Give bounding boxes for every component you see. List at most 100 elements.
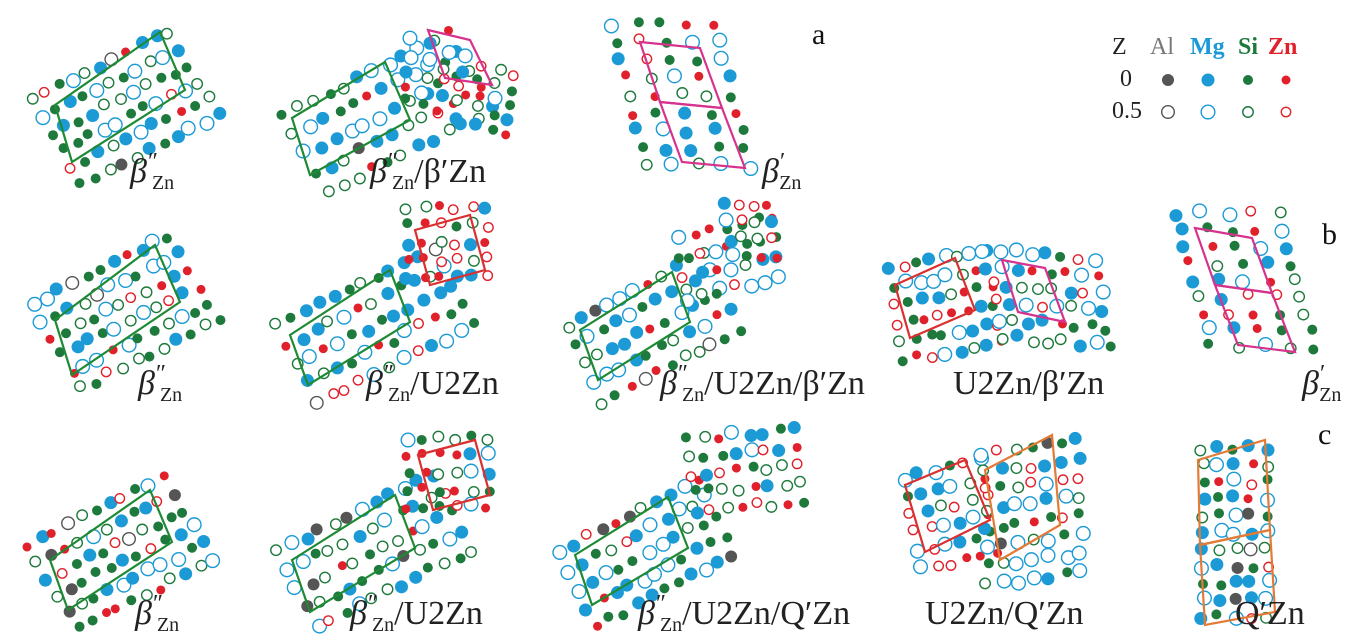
zn-atom-z0 [417,482,427,492]
si-atom-z0 [126,108,137,119]
si-atom-z05 [579,356,592,369]
mg-atom-z0 [1242,574,1256,588]
si-atom-z05 [966,493,979,506]
si-atom-z0 [1216,580,1227,591]
mg-atom-z0 [632,596,646,610]
zn-atom-z05 [988,276,1000,288]
si-atom-z0 [1027,442,1038,453]
mg-atom-z0 [1201,73,1215,87]
mg-atom-z0 [1261,443,1275,457]
al-atom-z05 [1243,542,1258,557]
mg-atom-z0 [953,535,967,549]
mg-atom-z0 [664,488,678,502]
si-atom-z0 [90,173,101,184]
mg-atom-z05 [442,531,458,547]
al-atom-z0 [597,523,610,536]
si-atom-z0 [714,141,725,152]
si-atom-z05 [996,333,1009,345]
mg-atom-z0 [80,332,94,346]
mg-atom-z05 [912,559,929,575]
si-atom-z0 [664,54,675,65]
mg-atom-z05 [336,309,352,325]
si-atom-z05 [605,544,618,557]
zn-atom-z0 [681,20,691,30]
zn-atom-z0 [404,254,414,264]
si-atom-z05 [115,93,127,106]
si-atom-z05 [74,380,86,393]
si-atom-z0 [1046,511,1057,522]
zn-atom-z0 [401,504,411,514]
si-atom-z05 [321,544,334,557]
si-atom-z0 [73,117,84,128]
zn-atom-z05 [751,497,763,508]
mg-atom-z0 [995,461,1009,475]
si-atom-z05 [1262,461,1275,473]
zn-atom-z0 [1027,266,1037,276]
si-atom-z05 [700,90,713,103]
zn-atom-z0 [912,350,922,360]
si-atom-z0 [466,430,477,441]
si-atom-z05 [715,482,728,495]
si-atom-z05 [748,216,761,229]
mg-atom-z05 [1274,223,1290,239]
si-atom-z0 [719,334,730,345]
mg-atom-z05 [770,269,786,285]
zn-atom-z0 [401,451,411,461]
si-atom-z05 [563,321,576,334]
mg-atom-z05 [186,517,202,533]
si-atom-z0 [971,282,982,293]
mg-atom-z05 [27,296,43,312]
mg-atom-z0 [1002,298,1016,312]
mg-atom-z0 [311,322,325,336]
si-atom-z0 [137,101,148,112]
mg-atom-z05 [136,304,152,320]
si-atom-z0 [618,610,629,621]
si-atom-z05 [199,318,212,331]
mg-atom-z0 [1039,491,1053,505]
si-atom-z0 [676,554,687,565]
zn-atom-z05 [694,247,706,259]
si-atom-z0 [48,130,59,141]
mg-atom-z05 [463,463,479,479]
unit-cell-u2 [893,256,977,340]
si-atom-z0 [89,314,100,325]
si-atom-z05 [679,349,692,362]
zn-atom-z0 [731,109,741,119]
mg-atom-z05 [697,318,713,334]
zn-atom-z05 [328,388,340,400]
si-atom-z05 [481,433,494,446]
zn-atom-z0 [1281,75,1291,85]
si-atom-z0 [488,124,499,135]
al-atom-z05 [61,516,76,531]
mg-atom-z0 [430,510,444,524]
mg-atom-z05 [487,90,503,106]
zn-atom-z0 [102,608,112,618]
mg-atom-z05 [127,63,143,79]
label-c2: β″Zn/U2Zn [350,591,483,637]
si-atom-z0 [1285,261,1296,272]
mg-atom-z0 [974,299,988,313]
zn-atom-z0 [919,315,929,325]
si-atom-z0 [446,309,457,320]
zn-atom-z05 [109,537,121,549]
al-atom-z0 [307,578,320,591]
mg-atom-z05 [713,50,729,66]
mg-atom-z0 [1011,263,1025,277]
mg-atom-z05 [1089,334,1105,350]
mg-atom-z05 [1006,496,1022,512]
mg-atom-z05 [1226,471,1242,487]
si-atom-z05 [640,158,653,171]
si-atom-z05 [100,523,113,536]
zn-atom-z05 [729,279,740,291]
zn-atom-z0 [1243,494,1253,504]
mg-atom-z0 [330,132,344,146]
zn-atom-z05 [990,444,1002,456]
al-atom-z0 [310,523,323,536]
si-atom-z05 [150,301,163,314]
si-atom-z0 [983,558,994,569]
si-atom-z0 [995,480,1006,491]
mg-atom-z05 [98,301,114,317]
label-a1: β″Zn [130,149,175,195]
mg-atom-z0 [169,332,183,346]
zn-atom-z0 [480,238,490,248]
